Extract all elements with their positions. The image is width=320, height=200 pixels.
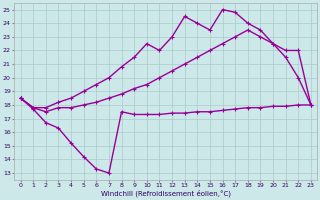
X-axis label: Windchill (Refroidissement éolien,°C): Windchill (Refroidissement éolien,°C) <box>101 190 231 197</box>
